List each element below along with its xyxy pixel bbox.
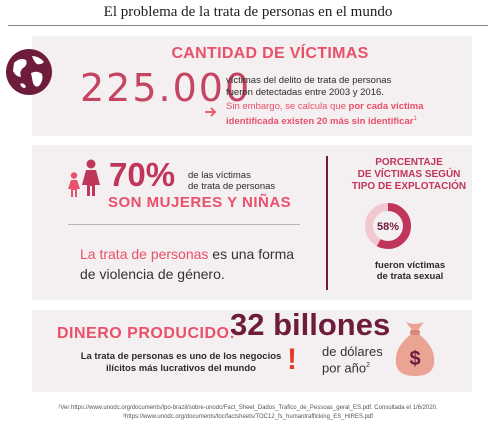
violence-highlight: La trata de personas [80, 246, 209, 262]
victims-count: 225.000 [80, 66, 252, 110]
exploitation-donut: 58% [365, 203, 411, 249]
footnote-2: ²https://www.unodc.org/documents/toc/fac… [123, 414, 373, 420]
column-divider [326, 156, 328, 290]
money-amount: 32 billones [230, 307, 391, 342]
money-unit-line2: por año [322, 360, 367, 376]
exploitation-heading-line3: TIPO DE EXPLOTACIÓN [351, 181, 467, 192]
victims-description: víctimas del delito de trata de personas… [226, 75, 391, 99]
globe-icon [6, 49, 52, 95]
exploitation-caption: fueron víctimas de trata sexual [360, 260, 460, 282]
business-statement: La trata de personas es uno de los negoc… [76, 351, 286, 375]
exploitation-heading-line2: DE VÍCTIMAS SEGÚN [357, 169, 461, 180]
victims-description-line2: fueron detectadas entre 2003 y 2016. [226, 87, 384, 98]
page-title: El problema de la trata de personas en e… [103, 4, 393, 20]
money-unit-line1: de dólares [322, 344, 383, 359]
women-label-line2: de trata de personas [188, 181, 276, 192]
exploitation-caption-line2: de trata sexual [376, 271, 444, 282]
donut-percent-label: 58% [377, 221, 399, 233]
footnote-ref-1: 1 [413, 116, 417, 122]
woman-icon [82, 159, 100, 196]
dollar-sign: $ [409, 348, 420, 370]
victims-panel [32, 36, 472, 136]
money-bag-icon: $ [395, 322, 435, 376]
victims-note-text: Sin embargo, se calcula que [226, 101, 349, 112]
violence-rest: es una forma de violencia de género. [80, 246, 295, 282]
women-headline: SON MUJERES Y NIÑAS [108, 194, 292, 211]
footnote-ref-2: 2 [366, 362, 370, 369]
business-line2: ilícitos más lucrativos del mundo [106, 363, 256, 374]
exploitation-heading: PORCENTAJE DE VÍCTIMAS SEGÚN TIPO DE EXP… [337, 157, 481, 193]
footnote-1: ¹Ver https://www.unodc.org/documents/lpo… [58, 405, 438, 411]
girl-icon [68, 172, 80, 197]
title-divider [8, 25, 488, 26]
money-heading: DINERO PRODUCIDO: [57, 325, 236, 342]
women-percent: 70% [109, 156, 176, 193]
women-label-line1: de las víctimas [188, 170, 251, 181]
women-divider [68, 224, 300, 225]
violence-statement: La trata de personas es una forma de vio… [80, 244, 300, 284]
exclamation-mark: ! [287, 343, 297, 376]
victims-note: Sin embargo, se calcula que por cada víc… [226, 101, 424, 128]
money-unit: de dólares por año2 [322, 345, 383, 375]
women-panel [32, 145, 472, 300]
victims-description-line1: víctimas del delito de trata de personas [226, 75, 392, 86]
donut-value-arc [365, 203, 411, 249]
women-percent-label: de las víctimas de trata de personas [188, 170, 275, 192]
exploitation-heading-line1: PORCENTAJE [375, 157, 443, 168]
victims-note-bold1: por cada víctima [348, 101, 424, 112]
business-line1: La trata de personas es uno de los negoc… [80, 351, 282, 362]
exploitation-caption-line1: fueron víctimas [374, 260, 446, 271]
victims-note-bold2: identificada existen 20 más sin identifi… [226, 116, 414, 128]
victims-heading: CANTIDAD DE VÍCTIMAS [171, 45, 369, 62]
arrow-right-icon [205, 107, 217, 117]
